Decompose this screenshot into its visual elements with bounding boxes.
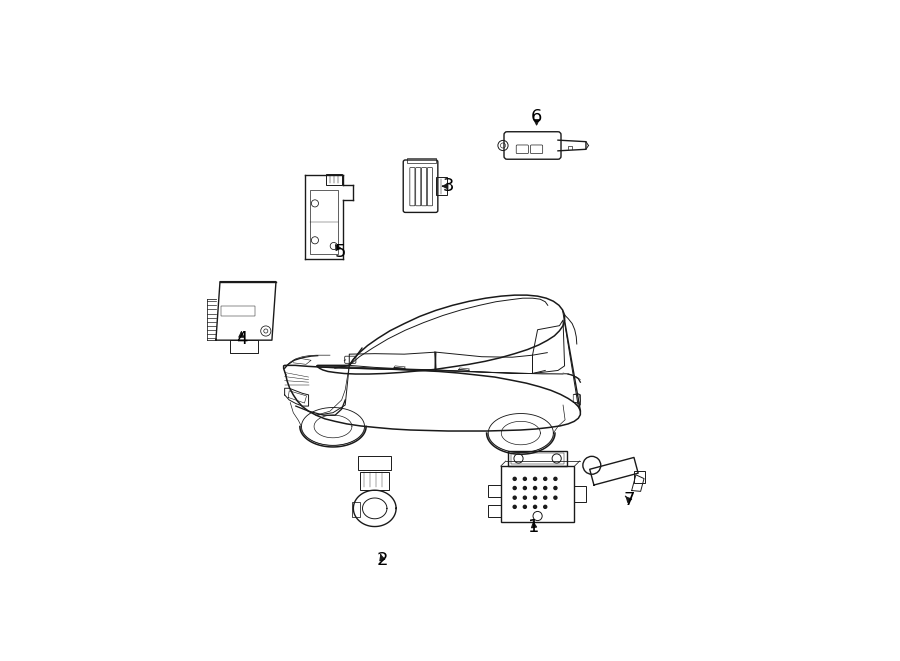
Text: 6: 6 — [531, 108, 543, 126]
Circle shape — [523, 505, 526, 508]
Circle shape — [534, 486, 536, 490]
Circle shape — [513, 486, 517, 490]
Text: 7: 7 — [624, 491, 635, 509]
Circle shape — [554, 486, 557, 490]
Circle shape — [544, 477, 547, 481]
Circle shape — [534, 496, 536, 499]
Circle shape — [544, 496, 547, 499]
Text: 5: 5 — [335, 243, 346, 261]
Circle shape — [513, 505, 517, 508]
Circle shape — [544, 486, 547, 490]
Circle shape — [513, 496, 517, 499]
Text: 4: 4 — [236, 330, 248, 348]
Circle shape — [523, 496, 526, 499]
Circle shape — [554, 496, 557, 499]
Text: 3: 3 — [443, 177, 454, 195]
Circle shape — [544, 505, 547, 508]
Circle shape — [523, 486, 526, 490]
Text: 1: 1 — [528, 518, 540, 536]
Circle shape — [534, 477, 536, 481]
Circle shape — [523, 477, 526, 481]
Circle shape — [554, 477, 557, 481]
Circle shape — [534, 505, 536, 508]
Text: 2: 2 — [376, 551, 388, 569]
Circle shape — [513, 477, 517, 481]
